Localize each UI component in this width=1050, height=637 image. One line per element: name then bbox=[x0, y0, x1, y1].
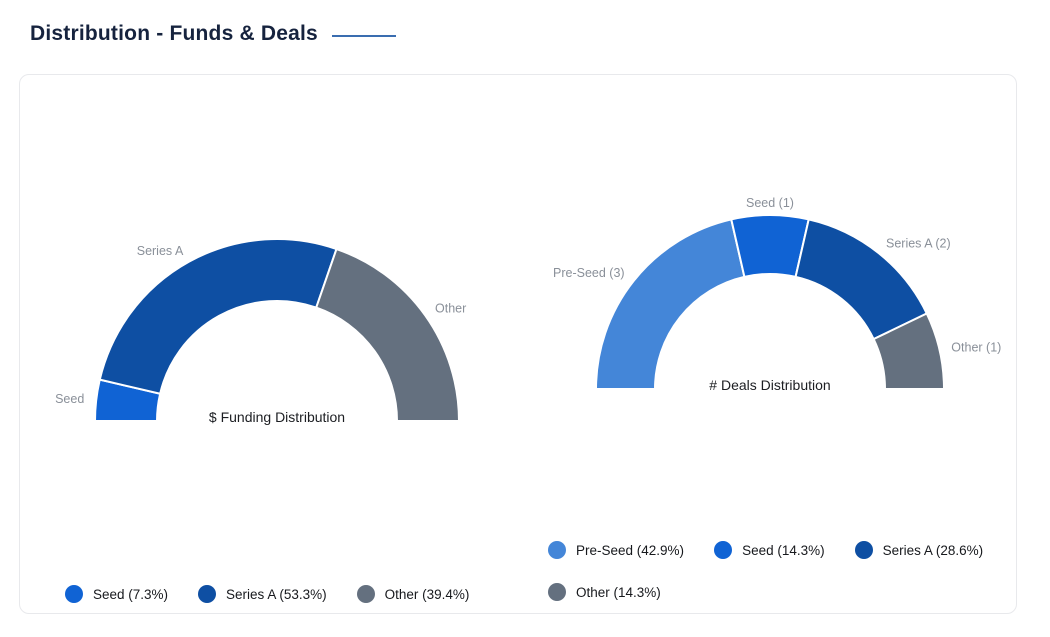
donut-segment-other[interactable] bbox=[872, 312, 946, 390]
legend-color-dot bbox=[854, 541, 873, 559]
legend-item-seed[interactable]: Seed (7.3%) bbox=[65, 585, 168, 603]
deals-donut-group: Pre-Seed (3) Seed (1) Series A (2) Other (1… bbox=[553, 196, 1001, 390]
legend-item-series-a[interactable]: Series A (53.3%) bbox=[198, 585, 327, 603]
legend-label: Other (39.4%) bbox=[384, 586, 470, 602]
arc-label-pre-seed: Pre-Seed (3) bbox=[553, 266, 625, 280]
deals-legend: Pre-Seed (42.9%) Seed (14.3%) Series A (28… bbox=[548, 541, 983, 601]
legend-label: Series A (28.6%) bbox=[882, 542, 984, 558]
title-accent-line bbox=[331, 35, 396, 37]
legend-item-seed[interactable]: Seed (14.3%) bbox=[714, 541, 825, 559]
arc-label-series-a: Series A bbox=[137, 244, 184, 258]
arc-label-other: Other (1) bbox=[951, 341, 1001, 355]
donut-segment-series-a[interactable] bbox=[98, 238, 338, 395]
legend-label: Seed (7.3%) bbox=[93, 586, 169, 602]
legend-item-other[interactable]: Other (14.3%) bbox=[548, 583, 661, 601]
arc-label-series-a: Series A (2) bbox=[886, 237, 951, 251]
legend-label: Pre-Seed (42.9%) bbox=[576, 542, 685, 558]
arc-label-seed: Seed bbox=[55, 392, 84, 406]
legend-row: Other (14.3%) bbox=[548, 583, 983, 601]
legend-color-dot bbox=[198, 585, 217, 603]
legend-color-dot bbox=[65, 585, 83, 603]
legend-item-other[interactable]: Other (39.4%) bbox=[356, 585, 470, 603]
charts-canvas: Seed Series A Other Pre-Seed (3) Seed (1) Se… bbox=[55, 196, 1001, 425]
donut-segment-pre-seed[interactable] bbox=[594, 218, 746, 390]
legend-color-dot bbox=[548, 583, 566, 601]
deals-center-label: # Deals Distribution bbox=[709, 377, 830, 393]
legend-color-dot bbox=[714, 541, 733, 559]
section-header: Distribution - Funds & Deals bbox=[30, 22, 396, 46]
legend-item-pre-seed[interactable]: Pre-Seed (42.9%) bbox=[548, 541, 684, 559]
legend-row: Seed (7.3%) Series A (53.3%) Other (39.4%) bbox=[65, 585, 469, 603]
legend-color-dot bbox=[356, 585, 375, 603]
arc-label-other: Other bbox=[435, 302, 466, 316]
legend-item-series-a[interactable]: Series A (28.6%) bbox=[854, 541, 984, 559]
legend-label: Other (14.3%) bbox=[576, 584, 661, 600]
charts-card: Seed Series A Other Pre-Seed (3) Seed (1) Se… bbox=[19, 74, 1017, 614]
donut-segment-other[interactable] bbox=[314, 247, 461, 422]
funding-center-label: $ Funding Distribution bbox=[209, 409, 345, 425]
legend-row: Pre-Seed (42.9%) Seed (14.3%) Series A (28… bbox=[548, 541, 983, 559]
page-title: Distribution - Funds & Deals bbox=[30, 22, 318, 45]
arc-label-seed: Seed (1) bbox=[746, 196, 794, 210]
funding-donut-group: Seed Series A Other bbox=[55, 238, 466, 422]
legend-color-dot bbox=[548, 541, 566, 559]
legend-label: Seed (14.3%) bbox=[742, 542, 825, 558]
funding-legend: Seed (7.3%) Series A (53.3%) Other (39.4%) bbox=[65, 585, 469, 603]
legend-label: Series A (53.3%) bbox=[226, 586, 327, 602]
